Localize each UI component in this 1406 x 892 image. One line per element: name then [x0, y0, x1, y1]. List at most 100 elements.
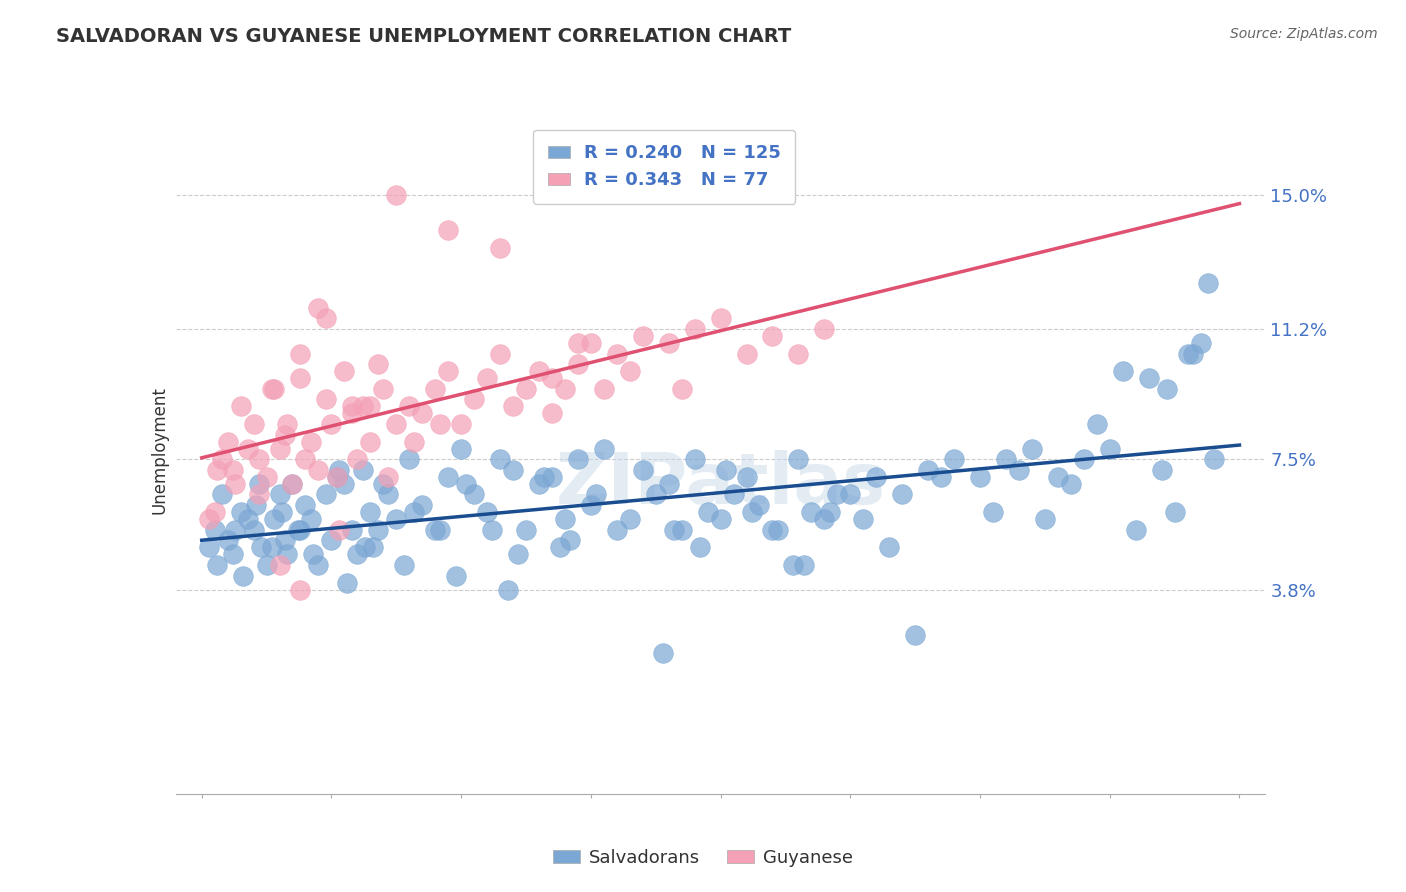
Point	[489, 346, 512, 360]
Point	[748, 498, 770, 512]
Point	[325, 470, 347, 484]
Point	[260, 382, 283, 396]
Point	[1098, 442, 1121, 456]
Point	[232, 568, 254, 582]
Point	[1177, 346, 1199, 360]
Point	[969, 470, 991, 484]
Point	[658, 477, 681, 491]
Point	[321, 533, 343, 548]
Point	[302, 547, 325, 561]
Point	[377, 487, 399, 501]
Point	[425, 382, 447, 396]
Point	[741, 505, 763, 519]
Point	[463, 487, 485, 501]
Point	[1150, 463, 1173, 477]
Text: ZIPatlas: ZIPatlas	[555, 450, 886, 519]
Point	[204, 523, 226, 537]
Point	[269, 487, 291, 501]
Point	[392, 558, 415, 572]
Point	[489, 241, 512, 255]
Point	[710, 512, 733, 526]
Point	[256, 558, 278, 572]
Point	[475, 505, 498, 519]
Point	[333, 477, 356, 491]
Point	[373, 477, 395, 491]
Point	[269, 442, 291, 456]
Point	[793, 558, 815, 572]
Legend: Salvadorans, Guyanese: Salvadorans, Guyanese	[546, 842, 860, 874]
Point	[450, 442, 472, 456]
Point	[260, 541, 283, 555]
Point	[398, 400, 420, 414]
Point	[579, 336, 602, 351]
Point	[211, 452, 233, 467]
Point	[294, 452, 316, 467]
Point	[696, 505, 718, 519]
Point	[515, 523, 537, 537]
Point	[207, 463, 229, 477]
Point	[224, 477, 246, 491]
Point	[437, 470, 460, 484]
Point	[336, 575, 359, 590]
Point	[475, 371, 498, 385]
Point	[891, 487, 914, 501]
Point	[800, 505, 823, 519]
Point	[1085, 417, 1108, 431]
Point	[981, 505, 1004, 519]
Point	[373, 382, 395, 396]
Point	[274, 533, 297, 548]
Point	[1021, 442, 1043, 456]
Point	[548, 541, 571, 555]
Point	[269, 558, 291, 572]
Point	[683, 452, 706, 467]
Point	[658, 336, 681, 351]
Point	[307, 463, 329, 477]
Point	[346, 452, 368, 467]
Point	[315, 487, 337, 501]
Point	[294, 498, 316, 512]
Point	[299, 512, 322, 526]
Point	[456, 477, 478, 491]
Point	[207, 558, 229, 572]
Point	[229, 400, 252, 414]
Point	[385, 512, 408, 526]
Point	[567, 336, 589, 351]
Point	[1137, 371, 1160, 385]
Point	[290, 523, 312, 537]
Point	[290, 582, 312, 597]
Point	[813, 512, 835, 526]
Point	[325, 470, 347, 484]
Point	[340, 407, 363, 421]
Point	[827, 487, 849, 501]
Point	[1189, 336, 1212, 351]
Point	[425, 523, 447, 537]
Point	[489, 452, 512, 467]
Point	[359, 434, 381, 449]
Point	[222, 547, 245, 561]
Point	[450, 417, 472, 431]
Text: Source: ZipAtlas.com: Source: ZipAtlas.com	[1230, 27, 1378, 41]
Point	[359, 505, 381, 519]
Point	[644, 487, 666, 501]
Point	[502, 463, 524, 477]
Point	[787, 452, 810, 467]
Point	[290, 346, 312, 360]
Point	[619, 512, 641, 526]
Point	[463, 392, 485, 407]
Point	[299, 434, 322, 449]
Point	[354, 541, 377, 555]
Point	[592, 442, 614, 456]
Point	[290, 371, 312, 385]
Point	[385, 417, 408, 431]
Point	[444, 568, 467, 582]
Point	[761, 523, 783, 537]
Point	[263, 512, 285, 526]
Point	[592, 382, 614, 396]
Point	[541, 407, 564, 421]
Point	[242, 523, 264, 537]
Point	[662, 523, 685, 537]
Point	[527, 477, 550, 491]
Point	[198, 541, 221, 555]
Point	[352, 463, 374, 477]
Point	[315, 311, 337, 326]
